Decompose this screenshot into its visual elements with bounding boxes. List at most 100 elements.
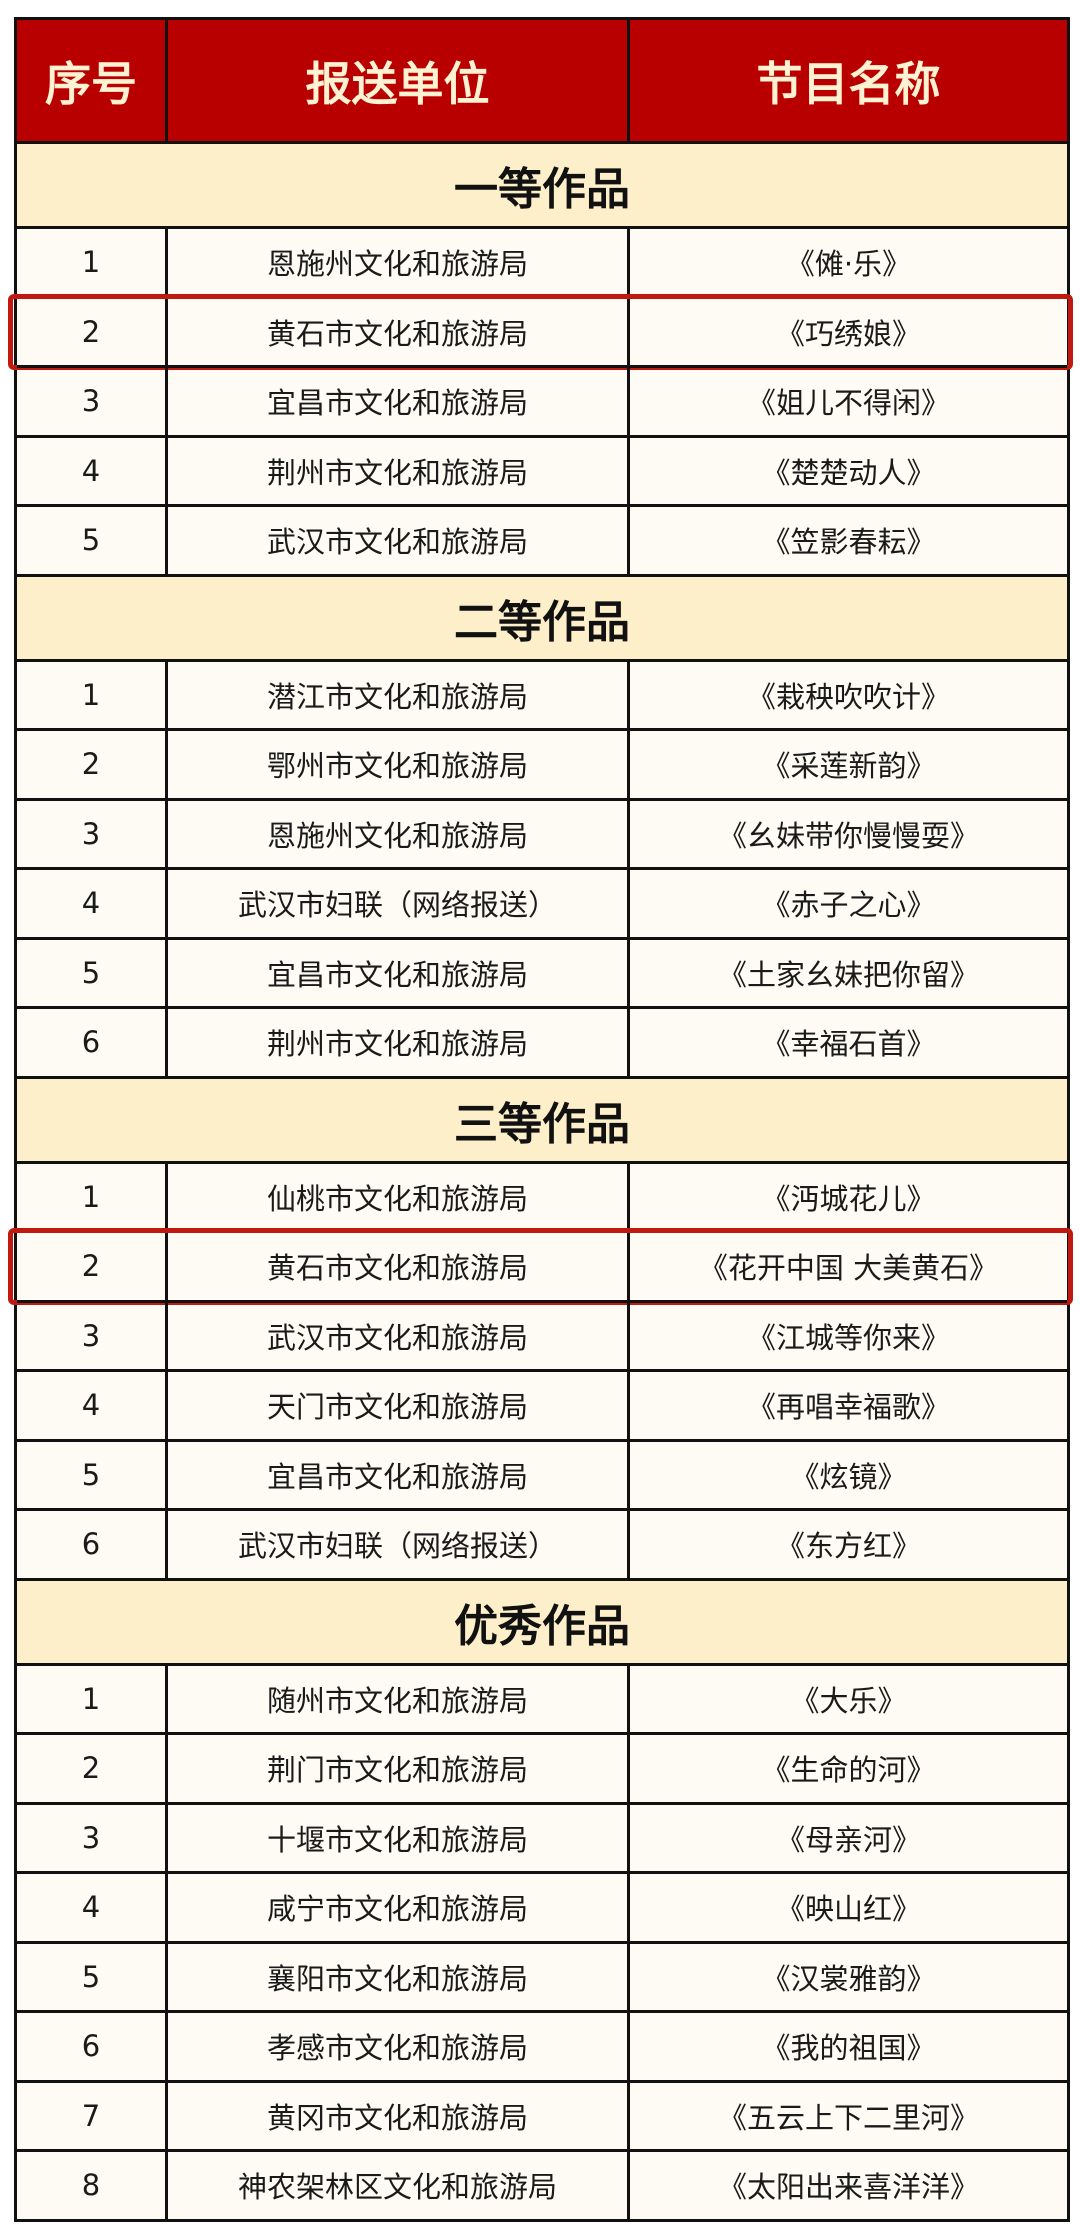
- table-row: 3 恩施州文化和旅游局 《幺妹带你慢慢耍》: [17, 797, 1067, 867]
- row-unit: 神农架林区文化和旅游局: [168, 2152, 630, 2219]
- row-program: 《东方红》: [775, 1529, 921, 1564]
- row-unit: 武汉市妇联（网络报送）: [168, 870, 630, 937]
- row-index: 4: [17, 437, 168, 504]
- row-unit: 宜昌市文化和旅游局: [168, 939, 630, 1006]
- row-unit: 宜昌市文化和旅游局: [168, 368, 630, 435]
- row-program: 《炫镜》: [790, 1459, 907, 1494]
- row-program: 《大乐》: [790, 1683, 907, 1718]
- row-program: 《赤子之心》: [761, 888, 936, 923]
- row-program: 《幸福石首》: [761, 1027, 936, 1062]
- row-unit: 武汉市文化和旅游局: [168, 1302, 630, 1369]
- row-program: 《傩·乐》: [785, 247, 912, 282]
- row-unit: 十堰市文化和旅游局: [168, 1804, 630, 1871]
- row-index: 2: [17, 1735, 168, 1802]
- section-title: 二等作品: [17, 573, 1067, 659]
- table-row: 1 恩施州文化和旅游局 《傩·乐》: [17, 226, 1067, 296]
- row-index: 5: [17, 507, 168, 574]
- row-program: 《楚楚动人》: [761, 455, 936, 490]
- row-unit: 随州市文化和旅游局: [168, 1665, 630, 1732]
- table-row: 4 武汉市妇联（网络报送） 《赤子之心》: [17, 867, 1067, 937]
- row-index: 6: [17, 2013, 168, 2080]
- table-row: 1 随州市文化和旅游局 《大乐》: [17, 1662, 1067, 1732]
- row-index: 1: [17, 661, 168, 728]
- row-program: 《我的祖国》: [761, 2031, 936, 2066]
- table-row: 2 鄂州市文化和旅游局 《采莲新韵》: [17, 728, 1067, 798]
- row-program: 《巧绣娘》: [775, 316, 921, 351]
- table-row: 4 荆州市文化和旅游局 《楚楚动人》: [17, 434, 1067, 504]
- table-row: 7 黄冈市文化和旅游局 《五云上下二里河》: [17, 2079, 1067, 2149]
- table-header: 序号 报送单位 节目名称: [17, 20, 1067, 141]
- row-program: 《五云上下二里河》: [717, 2100, 979, 2135]
- row-unit: 潜江市文化和旅游局: [168, 661, 630, 728]
- row-index: 4: [17, 870, 168, 937]
- row-unit: 黄石市文化和旅游局: [168, 298, 630, 365]
- row-program: 《笠影春耘》: [761, 525, 936, 560]
- awards-table: 序号 报送单位 节目名称 一等作品 1 恩施州文化和旅游局 《傩·乐》 2 黄石市文化和旅…: [8, 17, 1073, 2222]
- row-index: 2: [17, 731, 168, 798]
- row-index: 6: [17, 1511, 168, 1578]
- table-row: 1 潜江市文化和旅游局 《栽秧吹吹计》: [17, 658, 1067, 728]
- table-row: 4 咸宁市文化和旅游局 《映山红》: [17, 1871, 1067, 1941]
- table-row: 3 武汉市文化和旅游局 《江城等你来》: [17, 1299, 1067, 1369]
- row-index: 4: [17, 1874, 168, 1941]
- row-unit: 襄阳市文化和旅游局: [168, 1943, 630, 2010]
- table-row: 1 仙桃市文化和旅游局 《沔城花儿》: [17, 1160, 1067, 1230]
- row-program: 《太阳出来喜洋洋》: [717, 2170, 979, 2205]
- row-index: 2: [17, 1233, 168, 1300]
- table-row: 4 天门市文化和旅游局 《再唱幸福歌》: [17, 1369, 1067, 1439]
- row-program: 《母亲河》: [775, 1822, 921, 1857]
- row-index: 1: [17, 229, 168, 296]
- row-unit: 仙桃市文化和旅游局: [168, 1163, 630, 1230]
- row-index: 5: [17, 1441, 168, 1508]
- table-row: 5 武汉市文化和旅游局 《笠影春耘》: [17, 504, 1067, 574]
- row-unit: 荆州市文化和旅游局: [168, 437, 630, 504]
- row-program: 《采莲新韵》: [761, 749, 936, 784]
- table-row: 5 宜昌市文化和旅游局 《土家幺妹把你留》: [17, 936, 1067, 1006]
- table-row: 6 荆州市文化和旅游局 《幸福石首》: [17, 1006, 1067, 1076]
- row-index: 8: [17, 2152, 168, 2219]
- row-program: 《土家幺妹把你留》: [717, 957, 979, 992]
- row-unit: 咸宁市文化和旅游局: [168, 1874, 630, 1941]
- header-program: 节目名称: [756, 56, 941, 111]
- row-index: 6: [17, 1009, 168, 1076]
- table-row: 5 宜昌市文化和旅游局 《炫镜》: [17, 1438, 1067, 1508]
- row-unit: 孝感市文化和旅游局: [168, 2013, 630, 2080]
- section-title: 优秀作品: [17, 1577, 1067, 1663]
- section-title: 一等作品: [17, 141, 1067, 226]
- row-program: 《映山红》: [775, 1892, 921, 1927]
- row-unit: 恩施州文化和旅游局: [168, 800, 630, 867]
- table-row: 6 孝感市文化和旅游局 《我的祖国》: [17, 2010, 1067, 2080]
- row-program: 《姐儿不得闲》: [746, 386, 950, 421]
- row-unit: 荆州市文化和旅游局: [168, 1009, 630, 1076]
- row-index: 1: [17, 1665, 168, 1732]
- table-row: 5 襄阳市文化和旅游局 《汉裳雅韵》: [17, 1940, 1067, 2010]
- row-index: 3: [17, 1804, 168, 1871]
- section-title: 三等作品: [17, 1075, 1067, 1161]
- row-index: 4: [17, 1372, 168, 1439]
- row-unit: 天门市文化和旅游局: [168, 1372, 630, 1439]
- row-program: 《再唱幸福歌》: [746, 1390, 950, 1425]
- row-index: 3: [17, 368, 168, 435]
- row-unit: 武汉市文化和旅游局: [168, 507, 630, 574]
- table-row: 8 神农架林区文化和旅游局 《太阳出来喜洋洋》: [17, 2149, 1067, 2219]
- row-program: 《汉裳雅韵》: [761, 1961, 936, 1996]
- row-unit: 黄石市文化和旅游局: [168, 1233, 630, 1300]
- row-unit: 恩施州文化和旅游局: [168, 229, 630, 296]
- table-row-highlighted: 2 黄石市文化和旅游局 《花开中国 大美黄石》: [8, 1228, 1073, 1304]
- row-index: 5: [17, 1943, 168, 2010]
- row-unit: 武汉市妇联（网络报送）: [168, 1511, 630, 1578]
- table-row-highlighted: 2 黄石市文化和旅游局 《巧绣娘》: [8, 293, 1073, 370]
- row-unit: 荆门市文化和旅游局: [168, 1735, 630, 1802]
- row-index: 2: [17, 298, 168, 365]
- row-program: 《栽秧吹吹计》: [746, 679, 950, 714]
- table-row: 6 武汉市妇联（网络报送） 《东方红》: [17, 1508, 1067, 1578]
- row-program: 《幺妹带你慢慢耍》: [717, 818, 979, 853]
- row-index: 1: [17, 1163, 168, 1230]
- row-index: 5: [17, 939, 168, 1006]
- row-index: 3: [17, 800, 168, 867]
- table-row: 2 荆门市文化和旅游局 《生命的河》: [17, 1732, 1067, 1802]
- row-index: 3: [17, 1302, 168, 1369]
- row-index: 7: [17, 2082, 168, 2149]
- row-unit: 宜昌市文化和旅游局: [168, 1441, 630, 1508]
- table-row: 3 十堰市文化和旅游局 《母亲河》: [17, 1801, 1067, 1871]
